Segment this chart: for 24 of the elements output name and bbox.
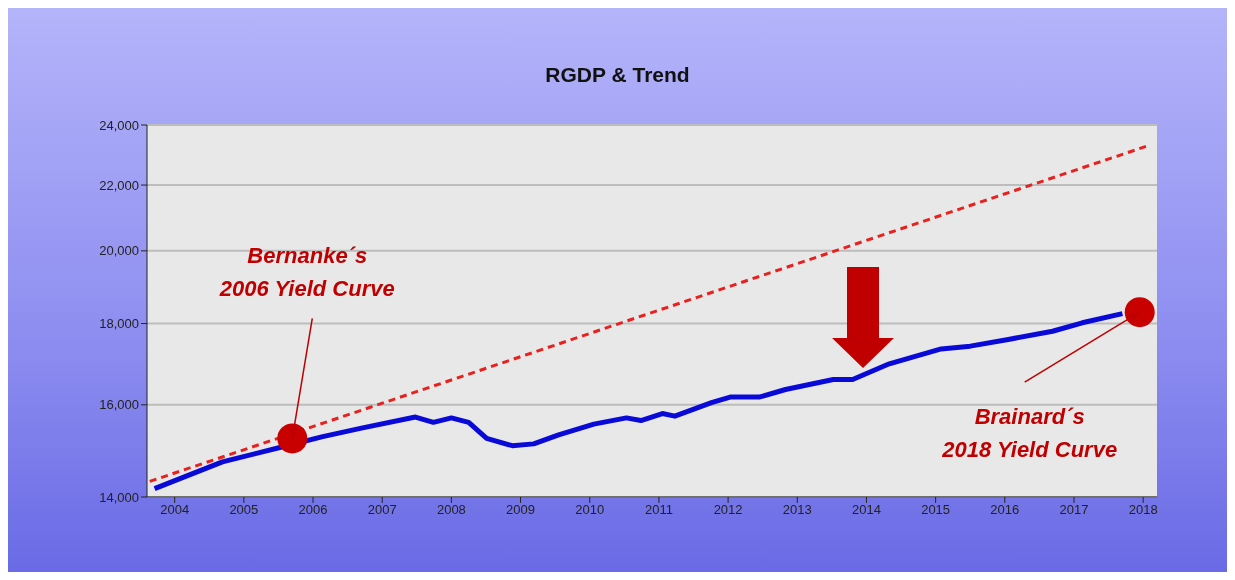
y-tick-label: 22,000 bbox=[99, 177, 139, 193]
x-tick-label: 2009 bbox=[506, 502, 536, 518]
x-tick-label: 2015 bbox=[921, 502, 951, 518]
y-tick-label: 14,000 bbox=[99, 489, 139, 505]
annotation: Bernanke´s 2006 Yield Curve bbox=[218, 243, 395, 302]
x-tick-label: 2016 bbox=[990, 502, 1020, 518]
annotation: Brainard´s 2018 Yield Curve bbox=[941, 404, 1118, 463]
y-tick-label: 18,000 bbox=[99, 316, 139, 332]
x-tick-label: 2013 bbox=[782, 502, 812, 518]
x-tick-label: 2008 bbox=[436, 502, 466, 518]
x-tick-label: 2004 bbox=[160, 502, 190, 518]
x-tick-label: 2010 bbox=[575, 502, 605, 518]
x-tick-label: 2006 bbox=[298, 502, 328, 518]
x-tick-label: 2014 bbox=[851, 502, 881, 518]
x-tick-label: 2007 bbox=[367, 502, 397, 518]
x-tick-label: 2018 bbox=[1128, 502, 1158, 518]
x-tick-label: 2012 bbox=[713, 502, 743, 518]
y-tick-label: 24,000 bbox=[99, 117, 139, 133]
chart-title: RGDP & Trend bbox=[544, 63, 691, 87]
y-tick-label: 16,000 bbox=[99, 397, 139, 413]
x-tick-label: 2017 bbox=[1059, 502, 1089, 518]
x-tick-label: 2011 bbox=[644, 502, 673, 518]
x-tick-label: 2005 bbox=[229, 502, 259, 518]
y-tick-label: 20,000 bbox=[99, 243, 139, 259]
